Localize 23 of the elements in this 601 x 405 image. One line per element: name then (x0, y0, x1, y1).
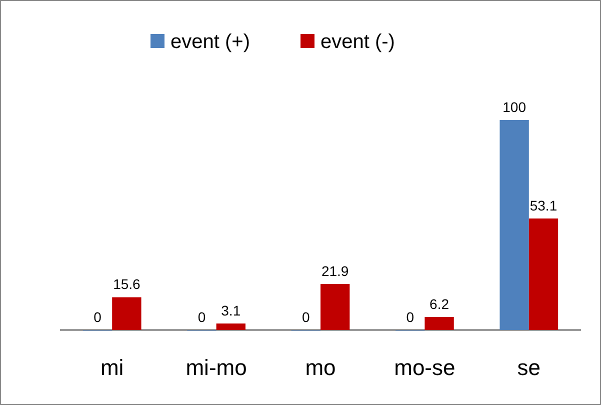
data-label: 6.2 (430, 296, 450, 312)
data-label: 0 (406, 309, 414, 325)
data-label: 0 (94, 309, 102, 325)
bar (112, 297, 142, 330)
data-label: 53.1 (530, 197, 558, 214)
bar (216, 323, 246, 330)
x-tick-label: mi (100, 355, 124, 380)
data-label: 3.1 (221, 302, 241, 318)
data-label: 21.9 (321, 263, 349, 280)
legend-label: event (+) (170, 31, 250, 53)
data-label: 100 (502, 99, 526, 115)
data-label: 15.6 (113, 276, 141, 292)
x-tick-label: mi-mo (186, 355, 247, 380)
data-label: 0 (198, 309, 206, 325)
x-tick-label: mo (305, 355, 336, 380)
bar (528, 218, 558, 330)
x-tick-label: mo-se (394, 355, 456, 380)
bar (320, 284, 350, 330)
bar (500, 120, 529, 330)
legend-label: event (-) (320, 31, 395, 53)
x-tick-label: se (517, 355, 541, 380)
data-label: 0 (302, 309, 310, 325)
bar (424, 316, 454, 330)
